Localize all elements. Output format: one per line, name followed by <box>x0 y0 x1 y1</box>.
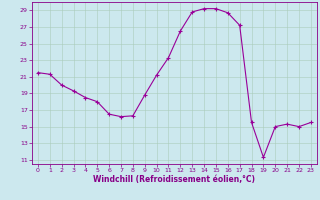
X-axis label: Windchill (Refroidissement éolien,°C): Windchill (Refroidissement éolien,°C) <box>93 175 255 184</box>
